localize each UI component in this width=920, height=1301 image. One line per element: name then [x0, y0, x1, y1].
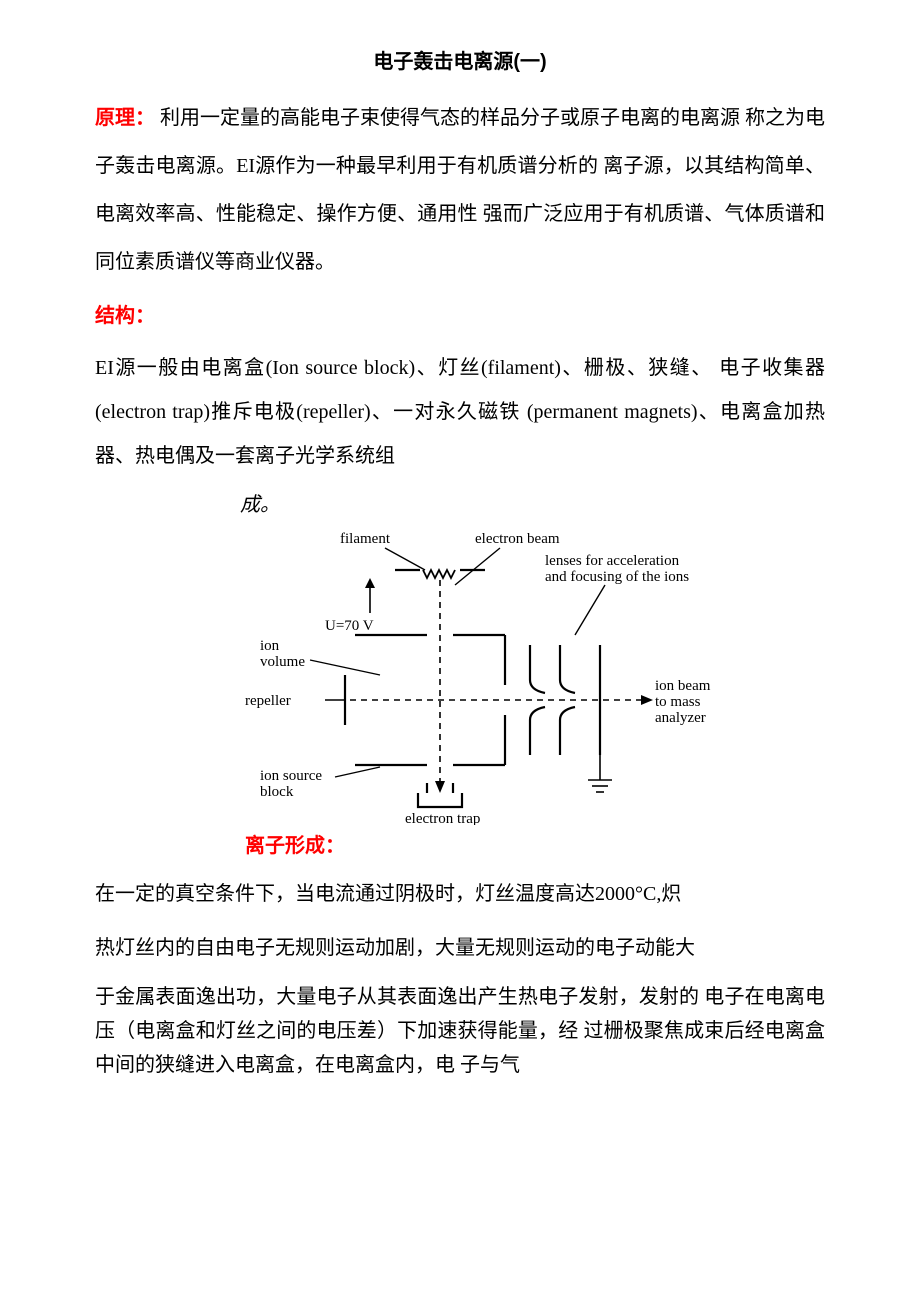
svg-text:ion: ion — [260, 638, 280, 654]
svg-text:ion beam: ion beam — [655, 678, 711, 694]
structure-tail: 成。 — [240, 488, 825, 517]
structure-heading-line: 结构： — [95, 292, 825, 340]
ion-formation-p2: 热灯丝内的自由电子无规则运动加剧，大量无规则运动的电子动能大 — [95, 926, 825, 970]
svg-text:block: block — [260, 784, 294, 800]
structure-heading: 结构： — [95, 305, 155, 327]
ion-formation-p1: 在一定的真空条件下，当电流通过阴极时，灯丝温度高达2000°C,炽 — [95, 872, 825, 916]
principle-paragraph: 原理： 利用一定量的高能电子束使得气态的样品分子或原子电离的电离源 称之为电子轰… — [95, 94, 825, 286]
ion-formation-p3: 于金属表面逸出功，大量电子从其表面逸出产生热电子发射，发射的 电子在电离电压（电… — [95, 980, 825, 1082]
svg-text:repeller: repeller — [245, 693, 291, 709]
svg-text:volume: volume — [260, 654, 305, 670]
structure-paragraph: EI源一般由电离盒(Ion source block)、灯丝(filament)… — [95, 346, 825, 478]
principle-body: 利用一定量的高能电子束使得气态的样品分子或原子电离的电离源 称之为电子轰击电离源… — [95, 107, 825, 273]
principle-heading: 原理： — [95, 107, 155, 129]
svg-text:to mass: to mass — [655, 694, 701, 710]
ei-source-diagram: filament electron beam lenses for accelera… — [95, 525, 825, 825]
document-title: 电子轰击电离源(一) — [95, 45, 825, 74]
svg-text:electron beam: electron beam — [475, 531, 560, 547]
svg-text:and focusing of the ions: and focusing of the ions — [545, 569, 689, 585]
svg-text:lenses for acceleration: lenses for acceleration — [545, 553, 680, 569]
svg-text:electron trap: electron trap — [405, 811, 480, 825]
svg-text:U=70 V: U=70 V — [325, 618, 374, 634]
svg-text:analyzer: analyzer — [655, 710, 706, 726]
svg-text:filament: filament — [340, 531, 391, 547]
svg-text:ion source: ion source — [260, 768, 322, 784]
ion-formation-heading: 离子形成： — [245, 829, 825, 858]
